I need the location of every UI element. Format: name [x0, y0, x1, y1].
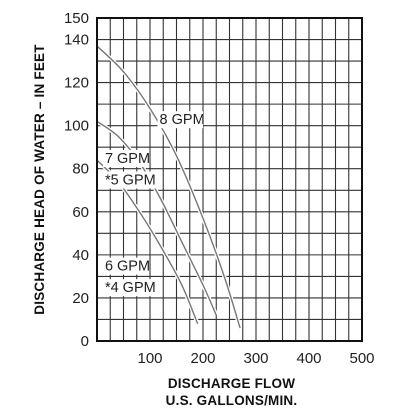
x-tick-label: 100	[137, 350, 162, 367]
x-tick-label: 400	[296, 350, 321, 367]
gridlines	[97, 18, 362, 341]
curve-annotations: 8 GPM 7 GPM *5 GPM 6 GPM *4 GPM	[102, 111, 205, 297]
y-axis-title: DISCHARGE HEAD OF WATER – IN FEET	[32, 44, 47, 315]
annotation-bg	[102, 257, 149, 275]
y-tick-label: 140	[64, 32, 89, 49]
y-tick-label: 100	[64, 118, 89, 135]
curve-annotation: *5 GPM	[105, 173, 156, 189]
annotation-bg	[102, 279, 157, 297]
x-axis-title-line1: DISCHARGE FLOW	[168, 376, 295, 391]
annotation-bg	[102, 149, 149, 167]
annotation-bg	[157, 111, 204, 129]
x-tick-label: 300	[243, 350, 268, 367]
annotation-bg	[102, 171, 157, 189]
curve-7-line	[96, 120, 217, 316]
x-axis-title-line2: U.S. GALLONS/MIN.	[166, 393, 298, 408]
tick-labels: 0 20 40 60 80 100 120 140 150 100 200 300 400 500	[64, 10, 375, 367]
y-tick-label: 60	[72, 204, 89, 221]
y-tick-label: 80	[72, 161, 89, 178]
curve-annotation: 7 GPM	[105, 151, 150, 167]
x-tick-label: 500	[349, 350, 374, 367]
x-tick-label: 200	[190, 350, 215, 367]
curve-annotation: 6 GPM	[105, 259, 150, 275]
y-tick-label: 20	[72, 290, 89, 307]
y-tick-label: 40	[72, 247, 89, 264]
y-tick-label: 120	[64, 75, 89, 92]
curve-annotation: *4 GPM	[105, 280, 156, 296]
plot-frame	[96, 17, 363, 342]
y-tick-label: 0	[81, 333, 89, 350]
curve-8-line	[96, 45, 241, 329]
y-tick-label: 150	[64, 10, 89, 27]
curve-annotation: 8 GPM	[160, 112, 205, 128]
